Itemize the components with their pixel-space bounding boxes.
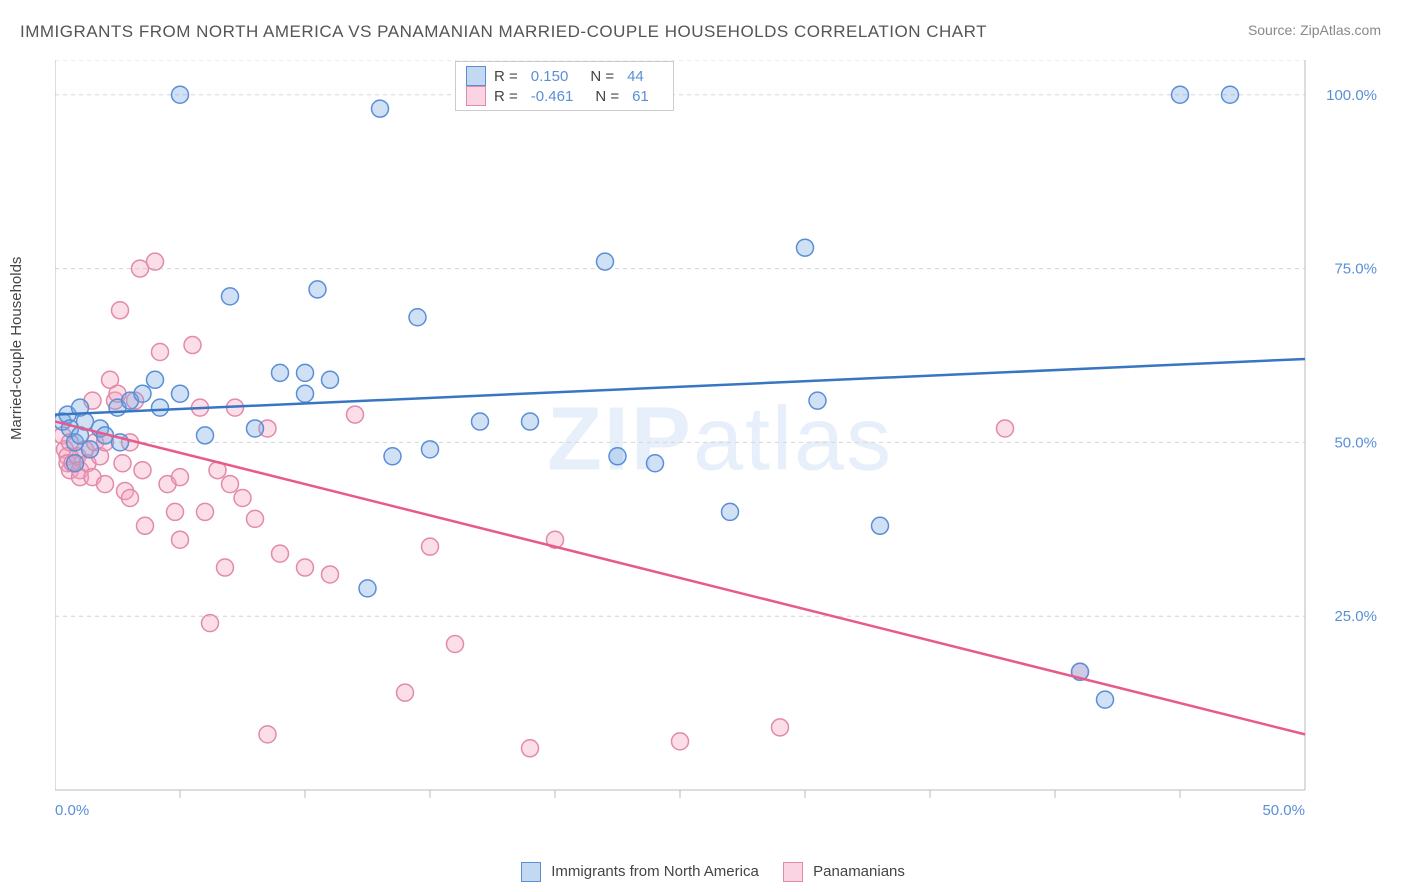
svg-text:75.0%: 75.0% <box>1334 261 1377 278</box>
r-value-2: -0.461 <box>531 88 574 105</box>
n-value-1: 44 <box>627 68 644 85</box>
n-label: N = <box>590 68 614 85</box>
svg-text:25.0%: 25.0% <box>1334 608 1377 625</box>
r-label: R = <box>494 88 518 105</box>
swatch-icon <box>783 862 803 882</box>
source-label: Source: ZipAtlas.com <box>1248 22 1381 38</box>
n-value-2: 61 <box>632 88 649 105</box>
legend-stats: R = 0.150 N = 44 R = -0.461 N = 61 <box>455 61 674 111</box>
chart-area: ZIPatlas 25.0%50.0%75.0%100.0%0.0%50.0% <box>55 60 1385 820</box>
chart-title: IMMIGRANTS FROM NORTH AMERICA VS PANAMAN… <box>20 22 987 42</box>
svg-text:50.0%: 50.0% <box>1334 434 1377 451</box>
swatch-icon <box>466 86 486 106</box>
swatch-icon <box>466 66 486 86</box>
swatch-icon <box>521 862 541 882</box>
scatter-plot: 25.0% 50.0% 75.0% 100.0% 0.0% 50.0% <box>55 60 1385 820</box>
legend-series-2: Panamanians <box>813 863 905 880</box>
legend-stats-row-2: R = -0.461 N = 61 <box>466 86 663 106</box>
legend-bottom: Immigrants from North America Panamanian… <box>0 862 1406 882</box>
legend-stats-row-1: R = 0.150 N = 44 <box>466 66 663 86</box>
r-label: R = <box>494 68 518 85</box>
n-label: N = <box>595 88 619 105</box>
svg-text:0.0%: 0.0% <box>55 802 89 819</box>
svg-text:50.0%: 50.0% <box>1262 802 1305 819</box>
r-value-1: 0.150 <box>531 68 569 85</box>
svg-text:100.0%: 100.0% <box>1326 87 1377 104</box>
legend-series-1: Immigrants from North America <box>551 863 759 880</box>
y-axis-label: Married-couple Households <box>8 257 25 440</box>
